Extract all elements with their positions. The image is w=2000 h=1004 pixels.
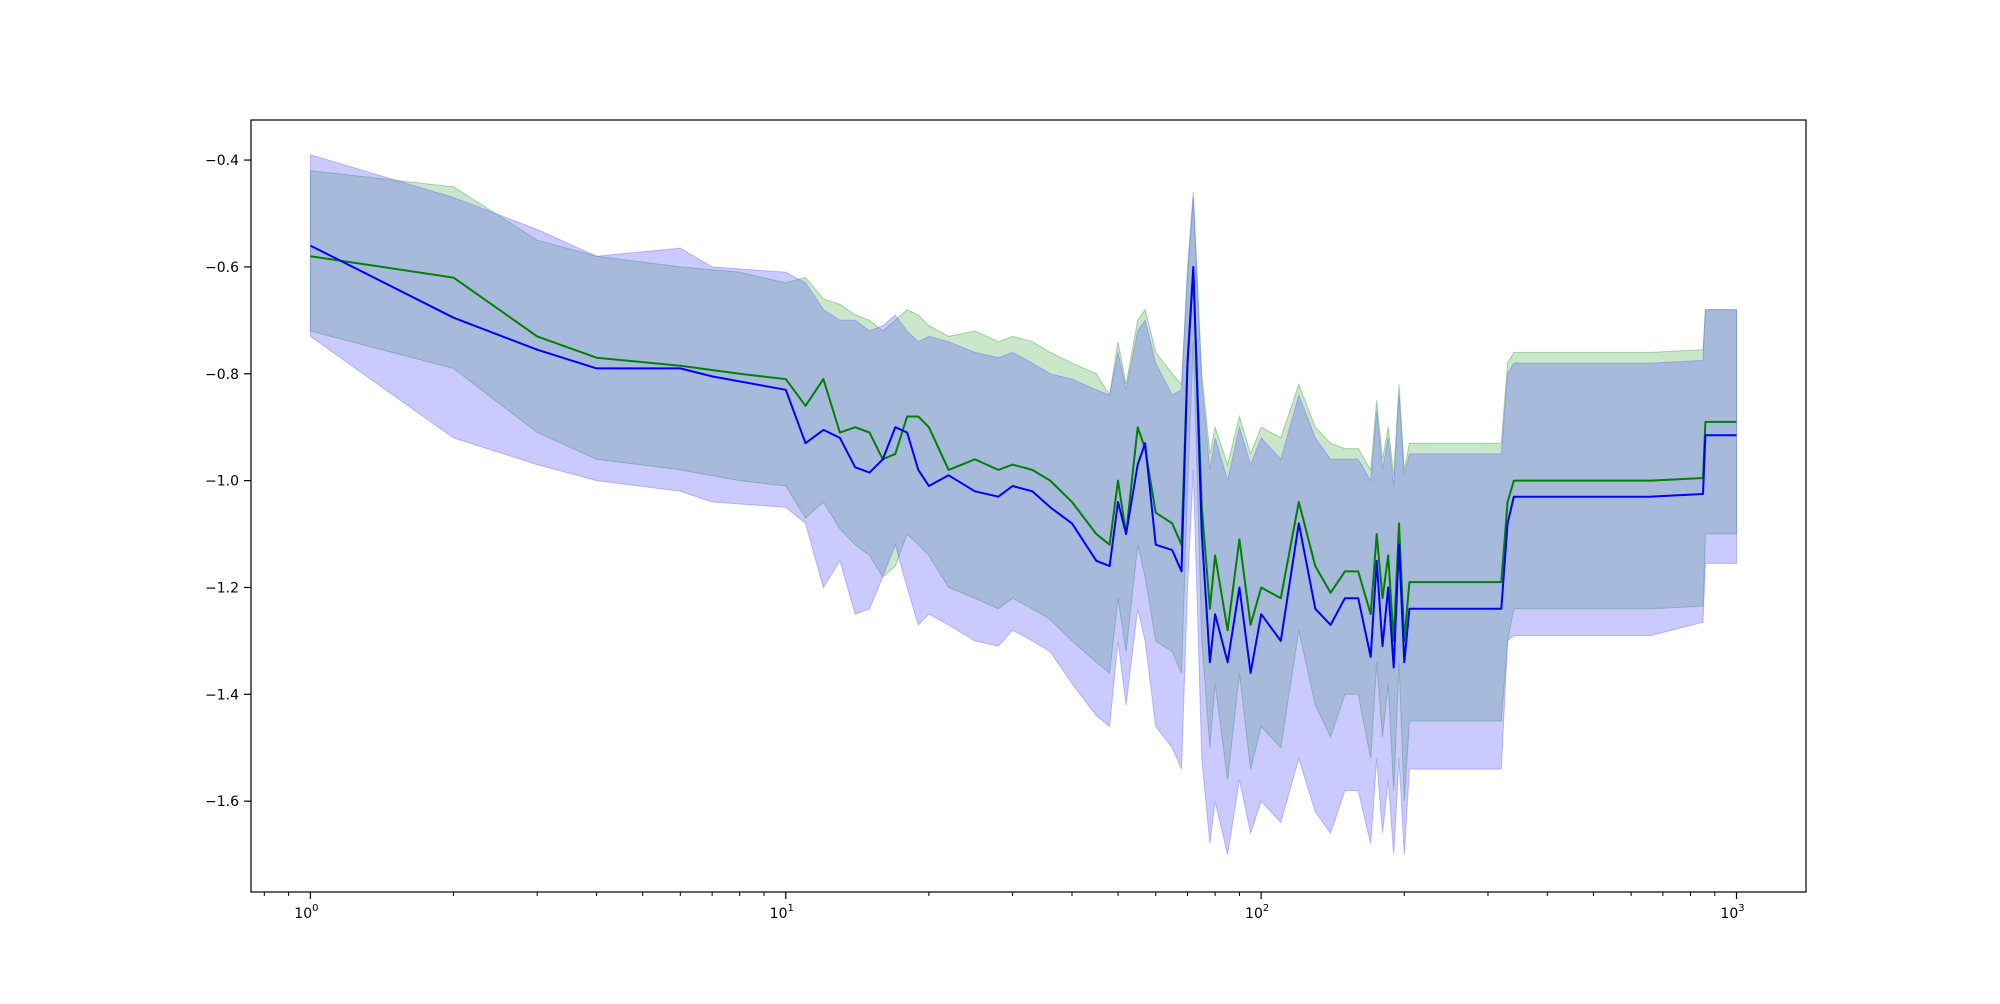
series-1-band xyxy=(309,170,1737,802)
y-tick-label: −1.4 xyxy=(205,687,239,703)
y-tick-label: −1.0 xyxy=(205,474,239,490)
series-1-line xyxy=(310,255,1737,642)
series-2-band xyxy=(309,154,1737,855)
y-tick-label: −0.6 xyxy=(205,260,239,276)
y-tick-label: −0.8 xyxy=(205,367,239,383)
plot-frame xyxy=(250,119,1807,893)
series-2-line xyxy=(309,244,1737,674)
y-tick-label: −0.4 xyxy=(205,153,239,169)
y-axis: −0.4 −0.6 −0.8 −1.0 −1.2 −1.4 −1.6 xyxy=(205,153,251,810)
y-tick-label: −1.2 xyxy=(205,580,239,596)
series-lines xyxy=(309,244,1737,674)
y-tick-label: −1.6 xyxy=(205,794,239,810)
confidence-bands xyxy=(309,154,1737,855)
